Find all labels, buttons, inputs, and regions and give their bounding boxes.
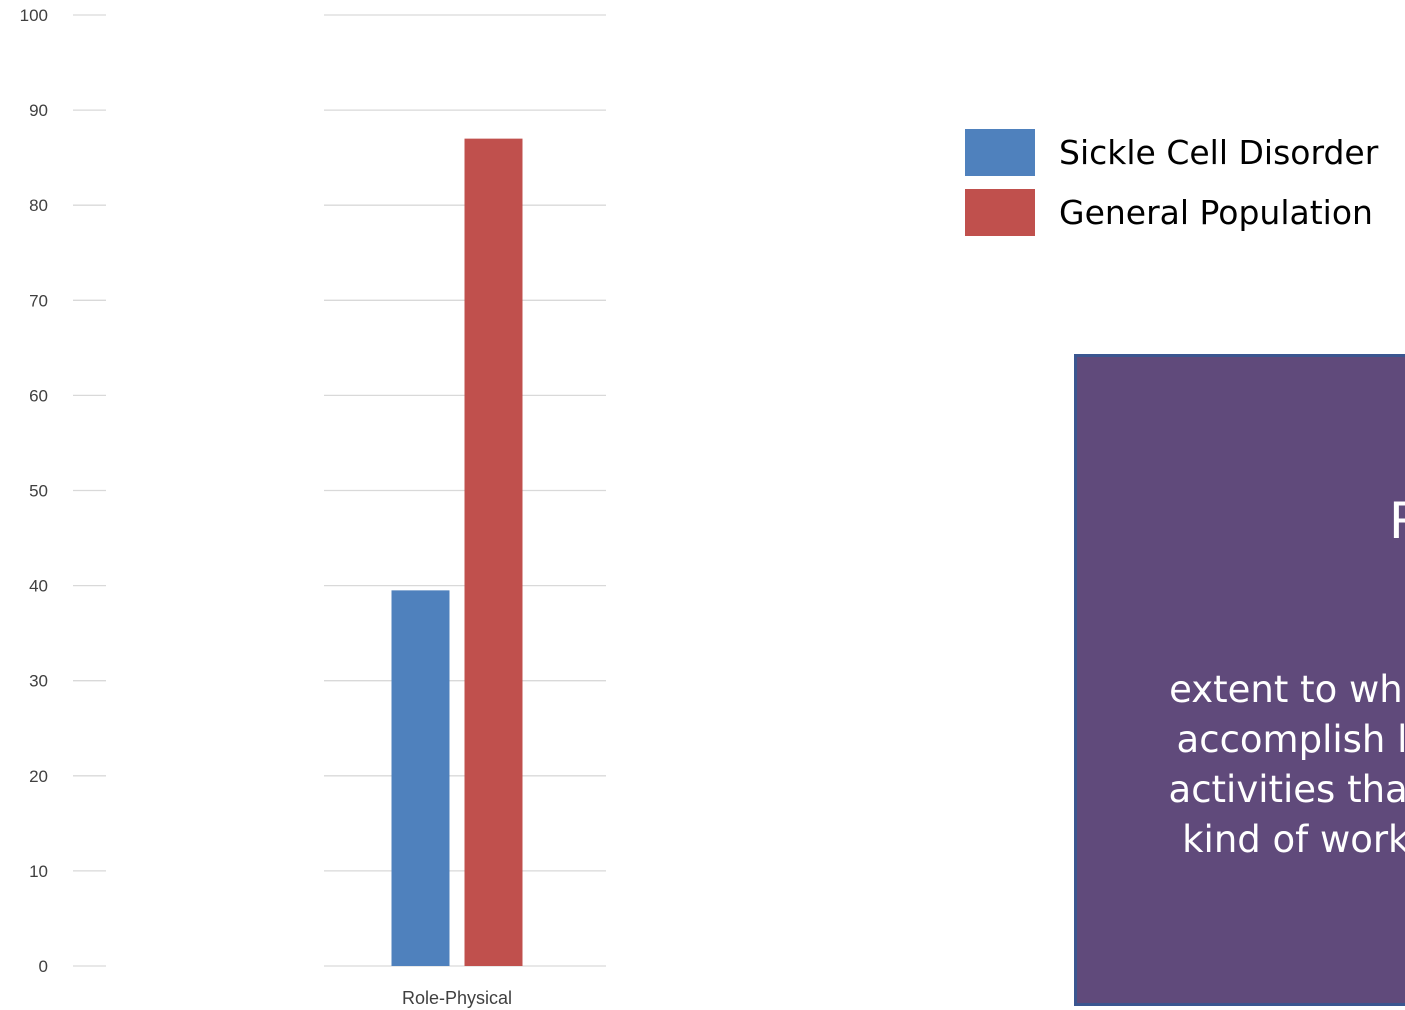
y-tick-label: 10	[29, 862, 48, 881]
x-category-label: Role-Physical	[402, 988, 512, 1008]
gridlines	[73, 14, 606, 967]
info-box-line: extent to which	[1169, 668, 1405, 711]
legend-label-general-population: General Population	[1059, 192, 1373, 232]
legend-item-general-population: General Population	[965, 182, 1378, 242]
bar-chart: 0 10 20 30 40 50 60 70 80 90 100 Role-Physical	[20, 6, 606, 1008]
info-box-line: accomplish les	[1176, 718, 1405, 761]
chart-legend: Sickle Cell Disorder General Population	[965, 122, 1378, 242]
y-tick-label: 80	[29, 196, 48, 215]
legend-label-sickle-cell: Sickle Cell Disorder	[1059, 132, 1379, 172]
legend-item-sickle-cell: Sickle Cell Disorder	[965, 122, 1378, 182]
y-tick-label: 60	[29, 386, 48, 405]
bars	[391, 138, 523, 966]
y-tick-label: 20	[29, 767, 48, 786]
y-tick-label: 70	[29, 291, 48, 310]
legend-swatch-general-population	[965, 188, 1035, 236]
info-box-line: kind of work o	[1182, 818, 1405, 861]
bar-general-population	[464, 138, 523, 966]
info-box-line: activities than t	[1168, 768, 1405, 811]
legend-swatch-sickle-cell	[965, 128, 1035, 176]
role-physical-description-box: R extent to which accomplish les activit…	[1074, 354, 1405, 1006]
y-tick-label: 30	[29, 672, 48, 691]
info-box-description: extent to which accomplish les activitie…	[1077, 665, 1405, 865]
y-tick-label: 50	[29, 482, 48, 501]
info-box-title: R	[1389, 492, 1405, 550]
y-tick-label: 0	[39, 957, 48, 976]
y-tick-label: 100	[20, 6, 48, 25]
y-tick-label: 90	[29, 101, 48, 120]
y-axis-tick-labels: 0 10 20 30 40 50 60 70 80 90 100	[20, 6, 48, 976]
y-tick-label: 40	[29, 577, 48, 596]
bar-sickle-cell-disorder	[391, 590, 450, 966]
x-axis-category-labels: Role-Physical	[402, 988, 512, 1008]
